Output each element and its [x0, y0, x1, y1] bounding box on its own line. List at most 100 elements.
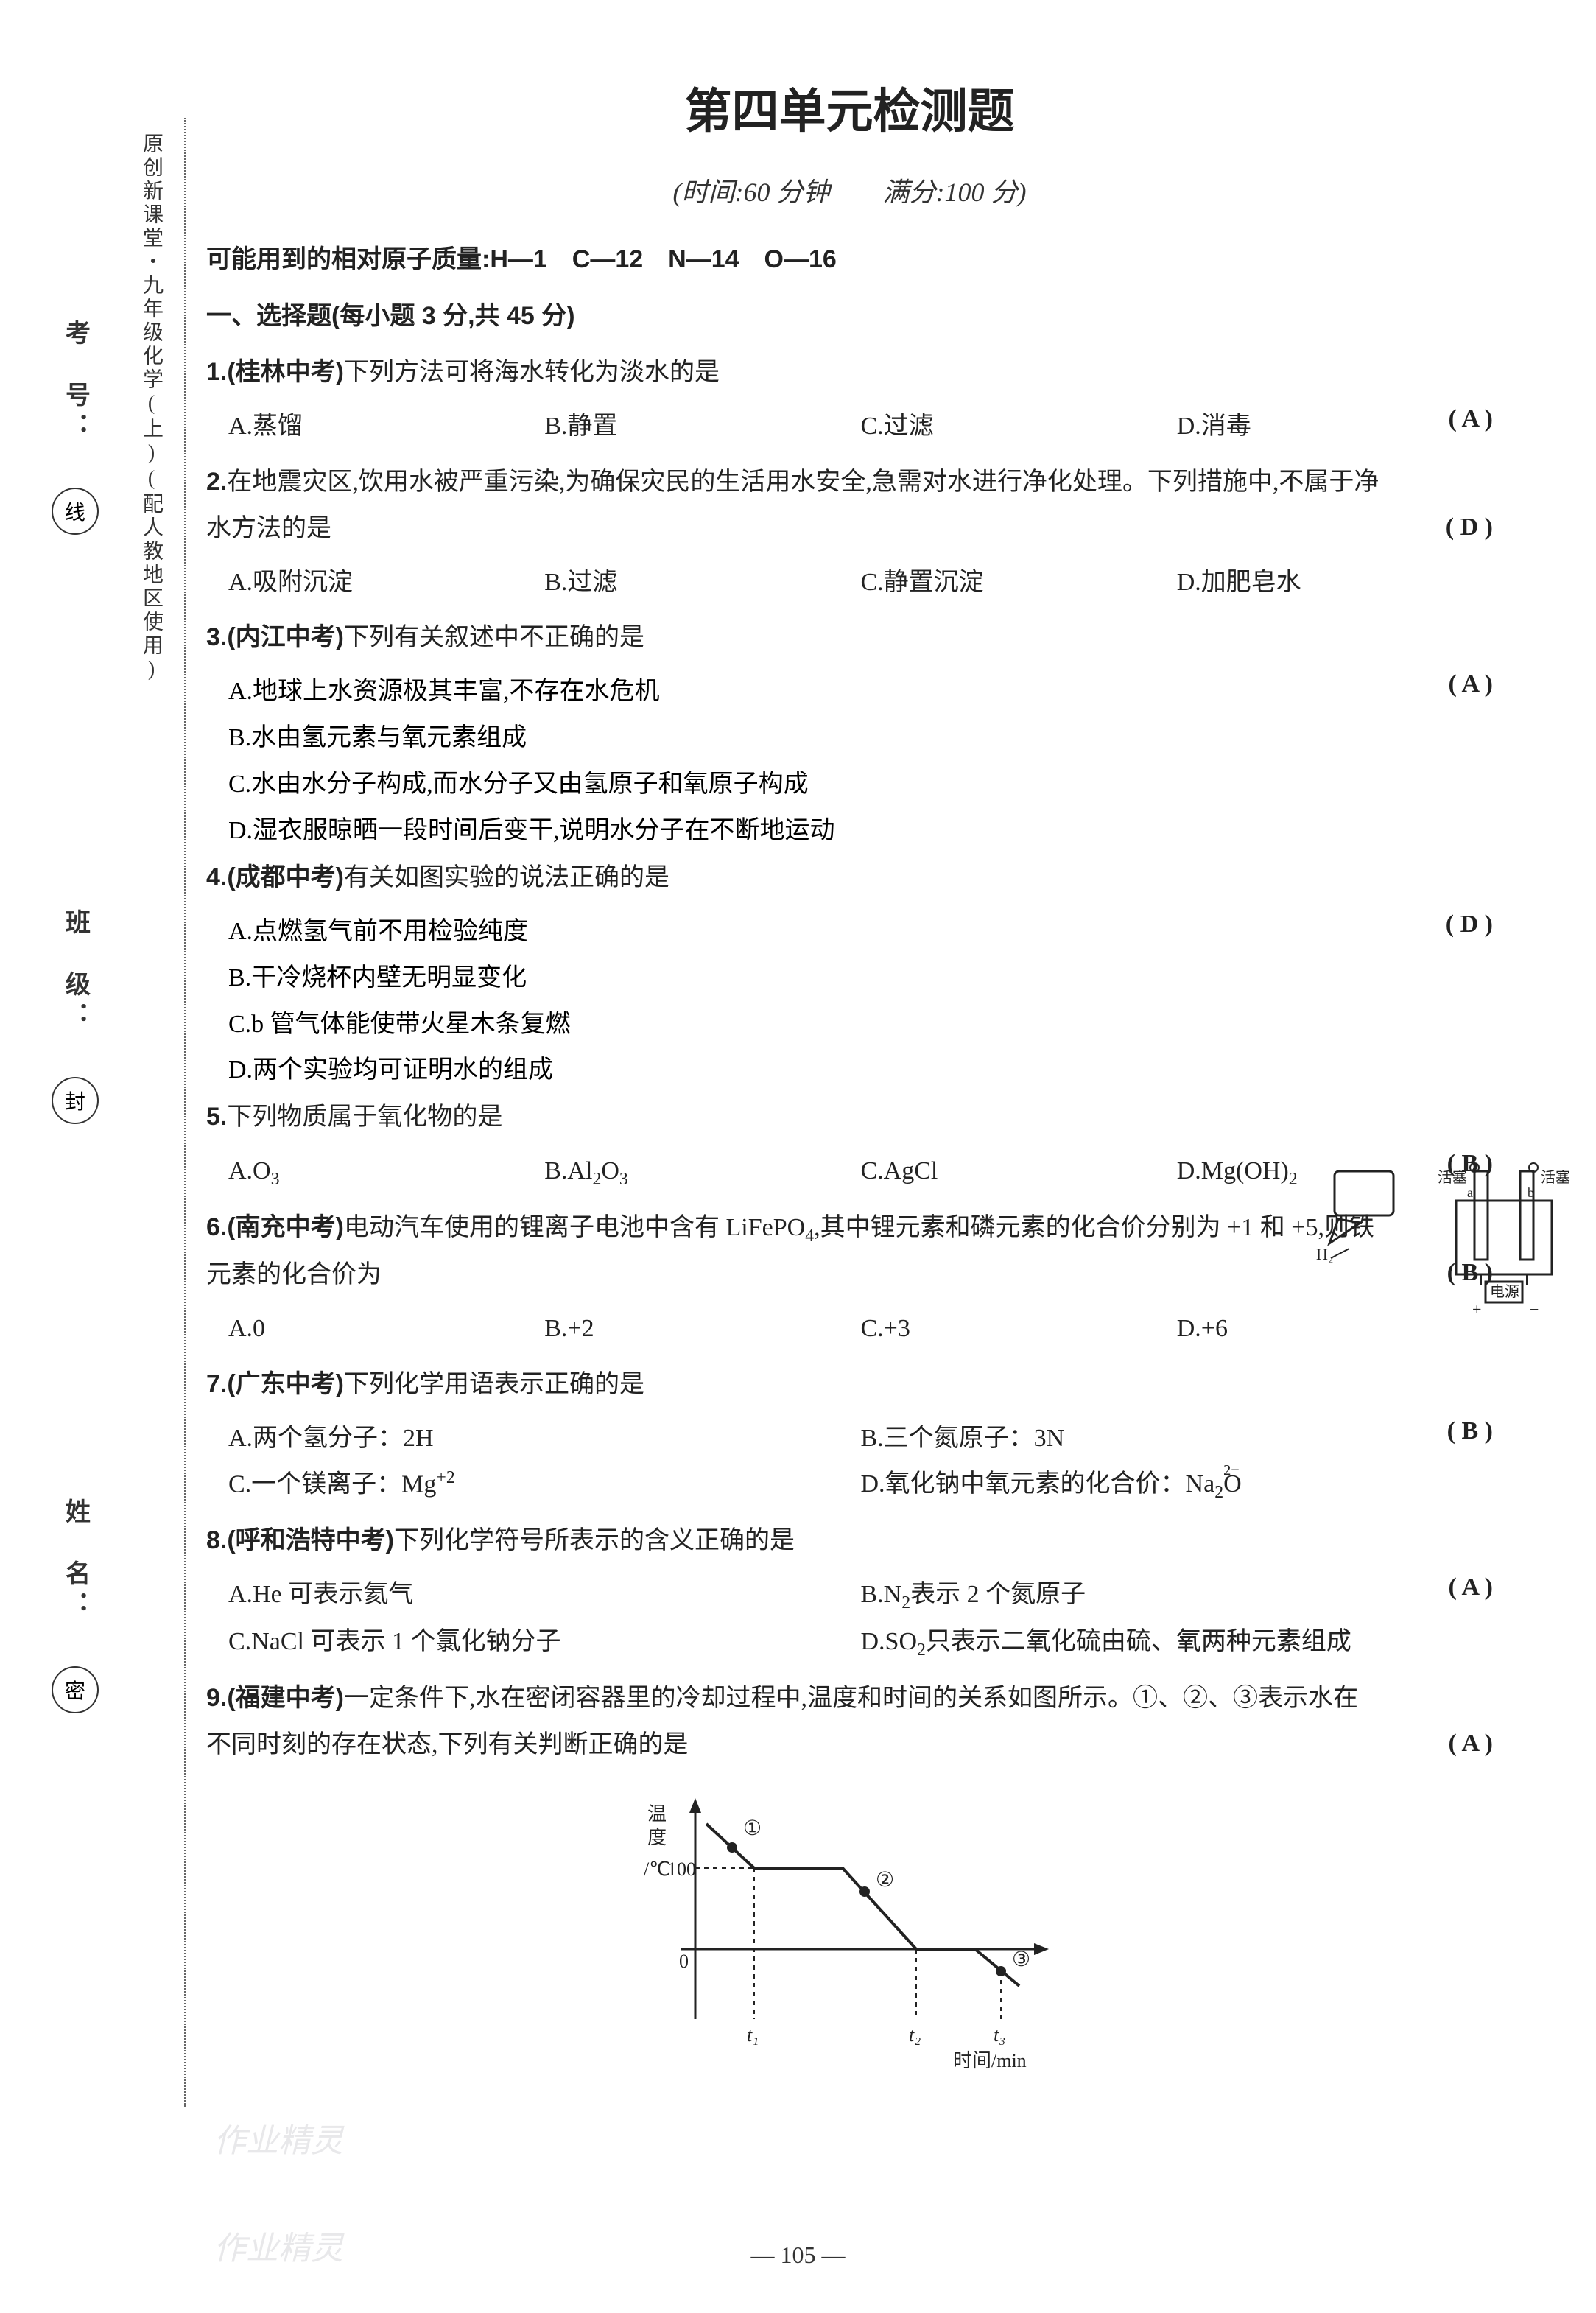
- q5-text: 5.下列物质属于氧化物的是: [206, 1094, 1493, 1141]
- q3-opt-a: A.地球上水资源极其丰富,不存在水危机: [206, 669, 1493, 715]
- q4-answer: ( D ): [1446, 902, 1493, 948]
- q2-opt-c: C.静置沉淀: [861, 560, 1177, 606]
- q3-body: 下列有关叙述中不正确的是: [344, 624, 644, 651]
- label-name: 姓 名：: [57, 1498, 94, 1622]
- q2-text: 2.在地震灾区,饮用水被严重污染,为确保灾民的生活用水安全,急需对水进行净化处理…: [206, 459, 1493, 552]
- watermark-2: 作业精灵: [214, 2222, 343, 2269]
- q8-text: 8.(呼和浩特中考)下列化学符号所表示的含义正确的是: [206, 1517, 1493, 1565]
- q6-opt-b: B.+2: [544, 1306, 860, 1352]
- circle-secret: 密: [52, 1666, 99, 1713]
- q9-num: 9.: [206, 1684, 227, 1712]
- circle-seal: 封: [52, 1077, 99, 1124]
- book-info: 原创新课堂・九年级化学(上)(配人教地区使用): [136, 133, 166, 684]
- q1-num: 1.: [206, 358, 227, 386]
- q2-answer: ( D ): [1446, 505, 1493, 551]
- q8-opt-d: D.SO2只表示二氧化硫由硫、氧两种元素组成: [861, 1619, 1494, 1666]
- label-class: 班 级：: [57, 909, 94, 1033]
- q9-source: (福建中考): [227, 1684, 344, 1712]
- q1-opt-c: C.过滤: [861, 404, 1177, 450]
- full-score: 满分:100 分): [883, 178, 1027, 207]
- xtick-t2: t₂: [909, 2024, 921, 2046]
- q7-options: A.两个氢分子：2H B.三个氮原子：3N C.一个镁离子：Mg+2 D.氧化钠…: [206, 1416, 1493, 1509]
- xtick-t3: t₃: [994, 2024, 1005, 2046]
- plus-label: +: [1472, 1300, 1481, 1319]
- q1-opt-a: A.蒸馏: [228, 404, 544, 450]
- q8-opt-c: C.NaCl 可表示 1 个氯化钠分子: [228, 1619, 861, 1666]
- q8-body: 下列化学符号所表示的含义正确的是: [394, 1527, 795, 1554]
- q1-answer: ( A ): [1449, 396, 1493, 443]
- q5-answer: ( B ): [1447, 1141, 1493, 1187]
- q5-opt-b: B.Al2O3: [544, 1148, 860, 1196]
- q7-opt-a: A.两个氢分子：2H: [228, 1416, 861, 1462]
- q4-body: 有关如图实验的说法正确的是: [344, 864, 669, 891]
- label-container: 姓 名： 密: [52, 1498, 99, 1713]
- q2-body: 在地震灾区,饮用水被严重污染,为确保灾民的生活用水安全,急需对水进行净化处理。下…: [206, 468, 1379, 542]
- q7-opt-b: B.三个氮原子：3N: [861, 1416, 1494, 1462]
- ytick-0: 0: [679, 1951, 689, 1972]
- question-9: 9.(福建中考)一定条件下,水在密闭容器里的冷却过程中,温度和时间的关系如图所示…: [206, 1675, 1493, 1769]
- point-1: ①: [743, 1817, 762, 1840]
- q3-source: (内江中考): [227, 623, 344, 651]
- q3-num: 3.: [206, 623, 227, 651]
- xlabel: 时间/min: [953, 2050, 1027, 2071]
- q2-opt-a: A.吸附沉淀: [228, 560, 544, 606]
- q4-opt-c: C.b 管气体能使带火星木条复燃: [206, 1002, 1493, 1048]
- q2-num: 2.: [206, 468, 227, 496]
- q6-answer: ( B ): [1447, 1250, 1493, 1296]
- q1-opt-d: D.消毒: [1177, 404, 1493, 450]
- q6-opt-c: C.+3: [861, 1306, 1177, 1352]
- ytick-100: 100: [667, 1859, 696, 1880]
- q5-opt-c: C.AgCl: [861, 1148, 1177, 1196]
- q1-source: (桂林中考): [227, 358, 344, 386]
- point-3: ③: [1012, 1948, 1030, 1971]
- q7-opt-d: D.氧化钠中氧元素的化合价：Na2O2−: [861, 1461, 1494, 1509]
- q2-opt-b: B.过滤: [544, 560, 860, 606]
- q7-answer: ( B ): [1447, 1408, 1493, 1455]
- circle-line: 线: [52, 488, 99, 535]
- sidebar-labels: 考 号： 线 班 级： 封 姓 名： 密: [52, 133, 99, 1900]
- q2-opt-d: D.加肥皂水: [1177, 560, 1493, 606]
- q8-source: (呼和浩特中考): [227, 1526, 394, 1554]
- ylabel-unit: /℃: [644, 1859, 670, 1880]
- q8-num: 8.: [206, 1526, 227, 1554]
- q5-body: 下列物质属于氧化物的是: [227, 1103, 502, 1131]
- dotted-line: [184, 118, 186, 2107]
- q4-opt-a: A.点燃氢气前不用检验纯度: [206, 909, 1493, 955]
- ylabel-2: 度: [647, 1827, 667, 1848]
- content-area: 第四单元检测题 (时间:60 分钟 满分:100 分) 可能用到的相对原子质量:…: [206, 74, 1493, 2078]
- section-1-header: 一、选择题(每小题 3 分,共 45 分): [206, 295, 1493, 331]
- q7-num: 7.: [206, 1370, 227, 1398]
- question-5: 5.下列物质属于氧化物的是 ( B ): [206, 1094, 1493, 1141]
- q7-opt-c: C.一个镁离子：Mg+2: [228, 1461, 861, 1509]
- q6-text: 6.(南充中考)电动汽车使用的锂离子电池中含有 LiFePO4,其中锂元素和磷元…: [206, 1204, 1493, 1299]
- exam-page: 原创新课堂・九年级化学(上)(配人教地区使用) 考 号： 线 班 级： 封 姓 …: [0, 0, 1596, 2313]
- q5-options: A.O3 B.Al2O3 C.AgCl D.Mg(OH)2: [206, 1148, 1493, 1196]
- q3-text: 3.(内江中考)下列有关叙述中不正确的是: [206, 614, 1493, 661]
- question-1: 1.(桂林中考)下列方法可将海水转化为淡水的是 ( A ): [206, 349, 1493, 396]
- q2-options: A.吸附沉淀 B.过滤 C.静置沉淀 D.加肥皂水: [206, 560, 1493, 606]
- q3-opt-d: D.湿衣服晾晒一段时间后变干,说明水分子在不断地运动: [206, 808, 1493, 854]
- q7-source: (广东中考): [227, 1370, 344, 1398]
- label-container: 班 级： 封: [52, 909, 99, 1124]
- question-7: 7.(广东中考)下列化学用语表示正确的是 ( B ): [206, 1361, 1493, 1408]
- subtitle: (时间:60 分钟 满分:100 分): [206, 171, 1493, 209]
- q1-opt-b: B.静置: [544, 404, 860, 450]
- q9-body: 一定条件下,水在密闭容器里的冷却过程中,温度和时间的关系如图所示。①、②、③表示…: [206, 1685, 1358, 1758]
- q6-opt-a: A.0: [228, 1306, 544, 1352]
- q9-text: 9.(福建中考)一定条件下,水在密闭容器里的冷却过程中,温度和时间的关系如图所示…: [206, 1675, 1493, 1769]
- question-2: 2.在地震灾区,饮用水被严重污染,为确保灾民的生活用水安全,急需对水进行净化处理…: [206, 459, 1493, 552]
- q6-num: 6.: [206, 1213, 227, 1241]
- q1-text: 1.(桂林中考)下列方法可将海水转化为淡水的是: [206, 349, 1493, 396]
- label-container: 考 号： 线: [52, 320, 99, 535]
- q3-opt-c: C.水由水分子构成,而水分子又由氢原子和氧原子构成: [206, 762, 1493, 808]
- q4-source: (成都中考): [227, 863, 344, 891]
- q7-body: 下列化学用语表示正确的是: [344, 1371, 644, 1398]
- b-label: b: [1528, 1185, 1534, 1200]
- sidebar: 原创新课堂・九年级化学(上)(配人教地区使用) 考 号： 线 班 级： 封 姓 …: [0, 0, 177, 2313]
- q9-answer: ( A ): [1449, 1721, 1493, 1767]
- q8-opt-b: B.N2表示 2 个氮原子: [861, 1572, 1494, 1619]
- question-8: 8.(呼和浩特中考)下列化学符号所表示的含义正确的是 ( A ): [206, 1517, 1493, 1565]
- q3-answer: ( A ): [1449, 661, 1493, 708]
- q3-opt-b: B.水由氢元素与氧元素组成: [206, 715, 1493, 762]
- time-limit: (时间:60 分钟: [673, 178, 830, 207]
